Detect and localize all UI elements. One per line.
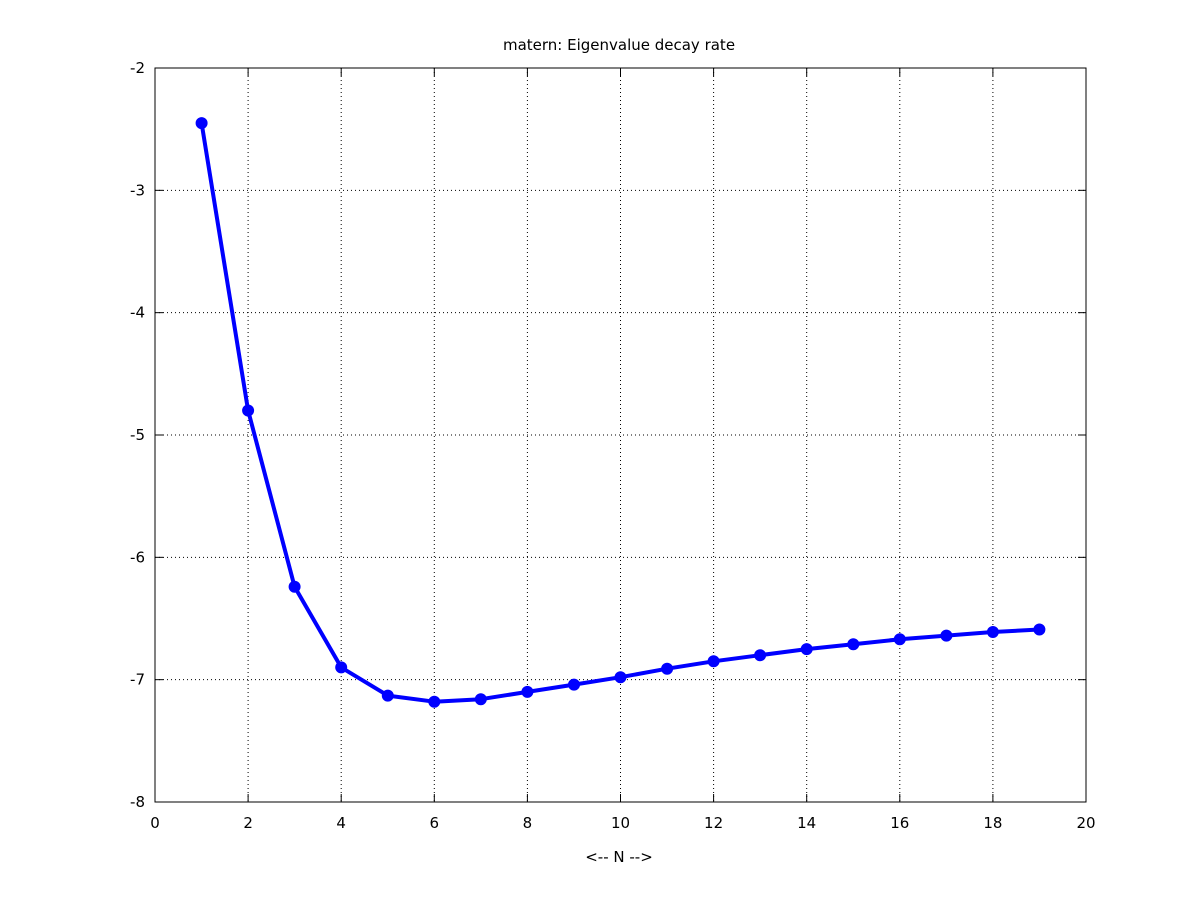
x-tick-label: 16 [890, 814, 909, 832]
data-point [800, 643, 813, 656]
x-tick-label: 12 [704, 814, 723, 832]
data-point [474, 693, 487, 706]
x-tick-label: 10 [611, 814, 630, 832]
data-point [1033, 623, 1046, 636]
y-tick-label: -8 [130, 793, 145, 811]
data-point [940, 629, 953, 642]
y-tick-label: -3 [130, 181, 145, 199]
data-point [707, 655, 720, 668]
data-point [986, 626, 999, 638]
x-tick-label: 6 [430, 814, 440, 832]
chart-title: matern: Eigenvalue decay rate [503, 36, 735, 54]
x-tick-label: 14 [797, 814, 816, 832]
y-axis-tick-labels: -8 -7 -6 -5 -4 -3 -2 [130, 59, 145, 811]
y-tick-label: -2 [130, 59, 145, 77]
plot-area [154, 67, 1087, 803]
y-tick-label: -6 [130, 548, 145, 566]
x-tick-label: 8 [523, 814, 533, 832]
data-point [195, 117, 208, 130]
y-tick-label: -7 [130, 671, 145, 689]
data-point [242, 404, 255, 417]
data-point [428, 695, 441, 708]
data-point [893, 633, 906, 646]
y-tick-label: -5 [130, 426, 145, 444]
x-tick-label: 18 [983, 814, 1002, 832]
y-tick-label: -4 [130, 304, 145, 322]
series-group [195, 117, 1046, 708]
data-point [661, 662, 674, 675]
data-point [568, 678, 580, 691]
data-point [335, 661, 348, 674]
data-point [847, 638, 860, 651]
data-point [381, 689, 394, 702]
x-axis-label: <-- N --> [585, 848, 653, 866]
x-tick-label: 0 [150, 814, 160, 832]
x-tick-label: 20 [1076, 814, 1095, 832]
x-tick-label: 2 [243, 814, 253, 832]
data-point [521, 685, 534, 698]
x-axis-tick-labels: 0 2 4 6 8 10 12 14 16 18 20 [150, 814, 1095, 832]
data-point [614, 671, 627, 684]
axis-ticks [154, 67, 1087, 803]
x-tick-label: 4 [336, 814, 346, 832]
data-point [754, 649, 767, 662]
data-point [288, 580, 301, 593]
